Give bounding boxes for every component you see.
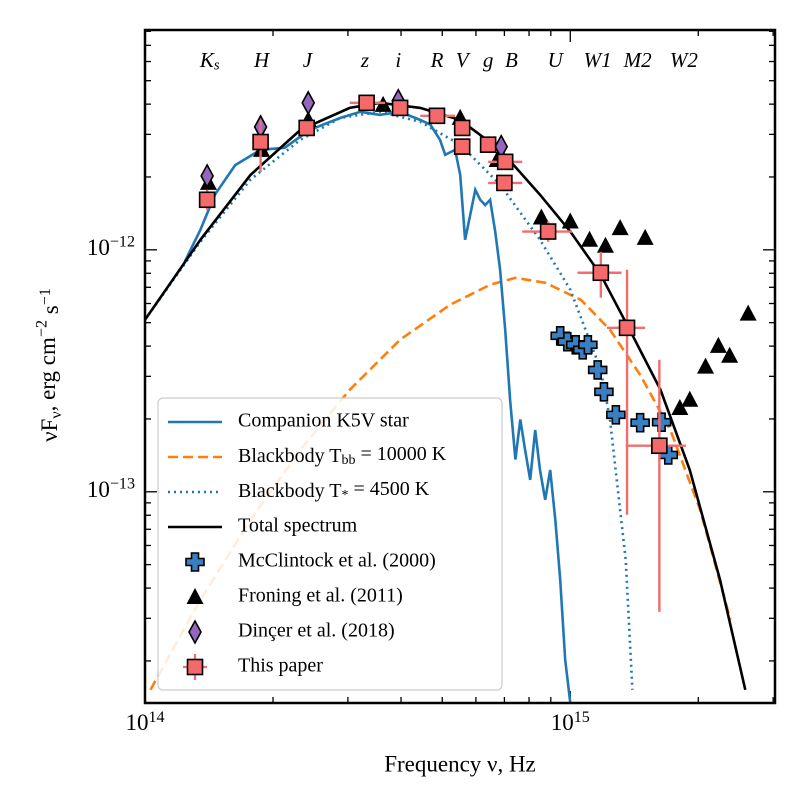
plus-marker xyxy=(594,381,614,402)
triangle-marker xyxy=(611,219,629,236)
text-span: 10 xyxy=(87,477,110,502)
text-span: bb xyxy=(342,453,356,468)
triangle-marker xyxy=(739,304,757,321)
legend-box xyxy=(157,397,503,691)
text-span: 10 xyxy=(551,710,574,735)
band-label: J xyxy=(303,48,314,72)
square-marker xyxy=(298,119,315,137)
band-label: z xyxy=(360,48,369,72)
square-marker xyxy=(198,191,216,209)
band-label: W2 xyxy=(670,48,698,72)
band-label: W1 xyxy=(584,48,612,72)
band-label: i xyxy=(395,48,401,72)
x-tick-label: 1014 xyxy=(125,708,164,735)
text-span: K xyxy=(199,48,215,72)
square-marker xyxy=(186,658,204,676)
text-span: Blackbody T xyxy=(238,480,342,502)
legend-label: McClintock et al. (2000) xyxy=(238,550,436,572)
text-span: 14 xyxy=(148,708,164,725)
plus-marker xyxy=(606,405,626,425)
band-label: g xyxy=(483,48,494,72)
band-label: H xyxy=(253,48,271,72)
square-marker xyxy=(618,319,636,337)
diamond-marker xyxy=(301,90,316,116)
square-marker xyxy=(453,138,471,155)
band-label: U xyxy=(548,48,565,72)
square-marker xyxy=(496,174,513,192)
spectrum-line xyxy=(183,110,572,703)
plus-marker xyxy=(578,335,598,355)
text-span: = 10000 K xyxy=(356,443,447,465)
square-marker xyxy=(453,119,471,137)
text-span: s xyxy=(38,305,63,320)
triangle-marker xyxy=(709,336,727,353)
text-span: −13 xyxy=(110,475,135,492)
band-label: V xyxy=(456,48,471,72)
text-span: = 4500 K xyxy=(349,478,430,500)
square-marker xyxy=(358,94,375,112)
square-marker xyxy=(428,107,446,125)
text-span: 15 xyxy=(574,708,590,725)
triangle-marker xyxy=(636,228,654,245)
triangle-marker xyxy=(561,212,579,229)
text-span: νF xyxy=(37,419,62,442)
triangle-marker xyxy=(671,398,689,415)
plus-marker xyxy=(651,412,672,432)
square-marker xyxy=(651,437,668,455)
triangle-marker xyxy=(186,588,204,604)
triangle-marker xyxy=(581,230,599,247)
legend-label: Froning et al. (2011) xyxy=(238,585,403,607)
text-span: , erg cm xyxy=(35,337,60,411)
text-span: 10 xyxy=(125,710,148,735)
spectrum-line xyxy=(145,110,634,690)
triangle-marker xyxy=(681,390,699,407)
plus-marker xyxy=(587,360,608,380)
triangle-marker xyxy=(596,236,614,253)
text-span: 10 xyxy=(87,235,110,260)
text-span: * xyxy=(342,488,349,503)
band-label: M2 xyxy=(623,48,652,72)
legend-label: Companion K5V star xyxy=(238,410,409,432)
plot-frame xyxy=(143,28,777,705)
band-label: B xyxy=(505,48,518,72)
diamond-marker xyxy=(188,619,202,645)
band-label: R xyxy=(430,48,444,72)
band-label: Ks xyxy=(199,48,220,74)
square-marker xyxy=(479,136,497,153)
text-span: Blackbody T xyxy=(238,445,342,467)
legend-label: Blackbody T* = 4500 K xyxy=(238,478,430,504)
text-span: −1 xyxy=(36,288,53,305)
legend-label: Dinçer et al. (2018) xyxy=(238,620,395,642)
triangle-marker xyxy=(697,357,715,374)
triangle-marker xyxy=(532,208,550,225)
text-span: ν xyxy=(48,411,65,418)
x-tick-label: 1015 xyxy=(551,708,590,735)
plus-marker xyxy=(630,412,650,433)
square-marker xyxy=(539,223,557,240)
x-axis-label: Frequency ν, Hz xyxy=(384,751,536,776)
legend-label: Blackbody Tbb = 10000 K xyxy=(238,443,447,469)
text-span: −12 xyxy=(110,233,135,250)
triangle-marker xyxy=(721,346,739,363)
square-marker xyxy=(252,133,269,151)
text-span: −2 xyxy=(33,320,50,337)
y-axis-label: νFν, erg cm−2 s−1 xyxy=(33,288,64,442)
text-span: s xyxy=(214,58,220,74)
legend-label: Total spectrum xyxy=(238,515,358,537)
diamond-marker xyxy=(200,163,215,189)
square-marker xyxy=(592,264,610,282)
square-marker xyxy=(496,153,514,171)
y-tick-label: 10−12 xyxy=(87,233,135,260)
plus-marker xyxy=(185,552,205,572)
y-tick-label: 10−13 xyxy=(87,475,135,502)
legend-label: This paper xyxy=(238,655,323,677)
square-marker xyxy=(391,99,409,117)
